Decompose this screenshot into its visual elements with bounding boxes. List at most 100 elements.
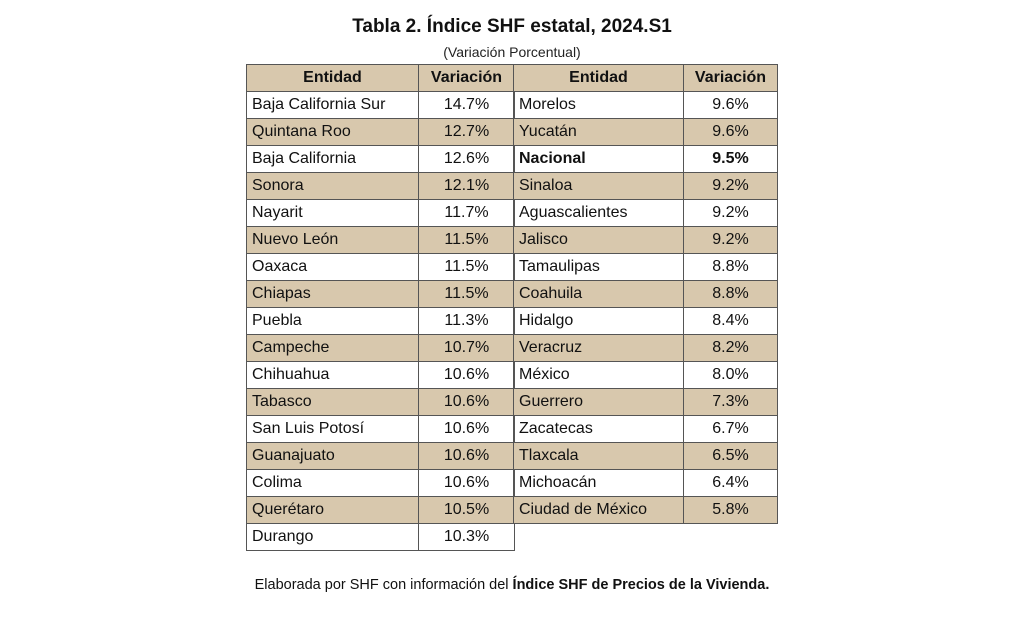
table-row: Tlaxcala 6.5% (513, 442, 778, 470)
cell-entidad: Michoacán (513, 469, 684, 497)
cell-entidad: Tamaulipas (513, 253, 684, 281)
cell-variacion: 8.8% (683, 280, 778, 308)
cell-variacion: 9.5% (683, 145, 778, 173)
table-row: Quintana Roo 12.7% (246, 118, 515, 146)
cell-entidad: México (513, 361, 684, 389)
cell-entidad: Morelos (513, 91, 684, 119)
table-right: Entidad Variación Morelos 9.6% Yucatán 9.6%… (513, 64, 778, 524)
cell-variacion: 9.2% (683, 199, 778, 227)
source-note-bold: Índice SHF de Precios de la Vivienda. (512, 577, 770, 593)
table-row: Veracruz 8.2% (513, 334, 778, 362)
table-row: Ciudad de México 5.8% (513, 496, 778, 524)
cell-variacion: 10.6% (418, 442, 515, 470)
cell-variacion: 11.5% (418, 253, 515, 281)
cell-variacion: 10.6% (418, 388, 515, 416)
cell-variacion: 11.3% (418, 307, 515, 335)
cell-variacion: 6.4% (683, 469, 778, 497)
cell-entidad: Nayarit (246, 199, 419, 227)
table-row: Guanajuato 10.6% (246, 442, 515, 470)
cell-variacion: 11.5% (418, 226, 515, 254)
table-row: Hidalgo 8.4% (513, 307, 778, 335)
table-row: Durango 10.3% (246, 523, 515, 551)
table-row: Querétaro 10.5% (246, 496, 515, 524)
cell-variacion: 10.6% (418, 361, 515, 389)
table-row: Puebla 11.3% (246, 307, 515, 335)
source-note: Elaborada por SHF con información del Ín… (0, 577, 1024, 593)
cell-entidad: Oaxaca (246, 253, 419, 281)
cell-variacion: 12.7% (418, 118, 515, 146)
cell-variacion: 10.6% (418, 415, 515, 443)
table-row: Aguascalientes 9.2% (513, 199, 778, 227)
cell-entidad: Sonora (246, 172, 419, 200)
table-row: Nacional 9.5% (513, 145, 778, 173)
table-row: Oaxaca 11.5% (246, 253, 515, 281)
cell-variacion: 11.5% (418, 280, 515, 308)
cell-entidad: Tabasco (246, 388, 419, 416)
table-row: Sonora 12.1% (246, 172, 515, 200)
header-row: Entidad Variación (513, 64, 778, 92)
cell-variacion: 9.6% (683, 118, 778, 146)
cell-entidad: Guanajuato (246, 442, 419, 470)
cell-variacion: 8.4% (683, 307, 778, 335)
cell-entidad: Jalisco (513, 226, 684, 254)
table-row: Baja California Sur 14.7% (246, 91, 515, 119)
table-row: Tamaulipas 8.8% (513, 253, 778, 281)
header-entidad: Entidad (513, 64, 684, 92)
cell-entidad: Nacional (513, 145, 684, 173)
cell-entidad: Ciudad de México (513, 496, 684, 524)
cell-entidad: San Luis Potosí (246, 415, 419, 443)
cell-variacion: 6.5% (683, 442, 778, 470)
cell-variacion: 10.5% (418, 496, 515, 524)
table-subtitle: (Variación Porcentual) (443, 44, 581, 60)
cell-entidad: Puebla (246, 307, 419, 335)
cell-entidad: Sinaloa (513, 172, 684, 200)
table-title: Tabla 2. Índice SHF estatal, 2024.S1 (352, 16, 672, 37)
cell-variacion: 7.3% (683, 388, 778, 416)
table-row: Nuevo León 11.5% (246, 226, 515, 254)
source-note-prefix: Elaborada por SHF con información del (254, 577, 513, 593)
cell-entidad: Guerrero (513, 388, 684, 416)
header-entidad: Entidad (246, 64, 419, 92)
cell-variacion: 10.3% (418, 523, 515, 551)
cell-entidad: Nuevo León (246, 226, 419, 254)
cell-entidad: Baja California (246, 145, 419, 173)
table-row: Campeche 10.7% (246, 334, 515, 362)
table-row: Guerrero 7.3% (513, 388, 778, 416)
cell-entidad: Chiapas (246, 280, 419, 308)
table-row: Michoacán 6.4% (513, 469, 778, 497)
cell-entidad: Zacatecas (513, 415, 684, 443)
table-row: Zacatecas 6.7% (513, 415, 778, 443)
table-row: Baja California 12.6% (246, 145, 515, 173)
cell-entidad: Baja California Sur (246, 91, 419, 119)
cell-entidad: Querétaro (246, 496, 419, 524)
cell-variacion: 11.7% (418, 199, 515, 227)
cell-variacion: 9.2% (683, 172, 778, 200)
table-row: Morelos 9.6% (513, 91, 778, 119)
table-row: Chiapas 11.5% (246, 280, 515, 308)
cell-variacion: 10.6% (418, 469, 515, 497)
cell-variacion: 8.2% (683, 334, 778, 362)
cell-variacion: 8.0% (683, 361, 778, 389)
cell-variacion: 14.7% (418, 91, 515, 119)
cell-entidad: Tlaxcala (513, 442, 684, 470)
cell-variacion: 9.2% (683, 226, 778, 254)
cell-variacion: 10.7% (418, 334, 515, 362)
header-variacion: Variación (683, 64, 778, 92)
cell-entidad: Hidalgo (513, 307, 684, 335)
table-row: Yucatán 9.6% (513, 118, 778, 146)
table-row: México 8.0% (513, 361, 778, 389)
cell-entidad: Durango (246, 523, 419, 551)
cell-variacion: 8.8% (683, 253, 778, 281)
header-row: Entidad Variación (246, 64, 515, 92)
cell-variacion: 9.6% (683, 91, 778, 119)
cell-variacion: 6.7% (683, 415, 778, 443)
cell-variacion: 5.8% (683, 496, 778, 524)
cell-entidad: Coahuila (513, 280, 684, 308)
cell-entidad: Colima (246, 469, 419, 497)
cell-variacion: 12.6% (418, 145, 515, 173)
cell-entidad: Chihuahua (246, 361, 419, 389)
table-row: Colima 10.6% (246, 469, 515, 497)
cell-variacion: 12.1% (418, 172, 515, 200)
table-row: Nayarit 11.7% (246, 199, 515, 227)
cell-entidad: Yucatán (513, 118, 684, 146)
